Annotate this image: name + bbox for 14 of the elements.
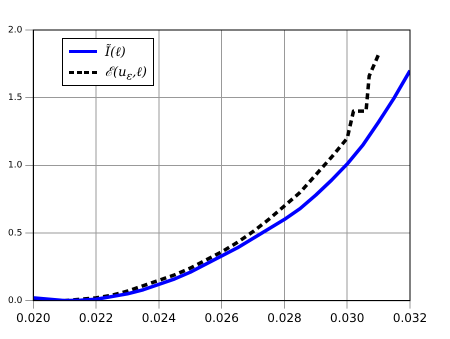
x-tick-label: 0.030 xyxy=(330,310,364,325)
y-tick-label: 0.0 xyxy=(8,296,23,306)
x-tick-label: 0.022 xyxy=(78,310,114,325)
x-tick-label: 0.026 xyxy=(204,310,239,325)
x-tick-label: 0.024 xyxy=(142,310,176,325)
y-tick-label: 0.5 xyxy=(8,228,22,238)
x-tick-label: 0.020 xyxy=(16,310,50,325)
y-tick-label: 1.0 xyxy=(8,160,23,171)
y-tick-label: 2.0 xyxy=(8,25,23,36)
legend-label: Ĩ(ℓ) xyxy=(105,44,126,60)
x-tick-label: 0.032 xyxy=(392,310,428,325)
x-tick-label: 0.028 xyxy=(267,310,302,325)
legend-label: ℰ(u$_{ε}$,ℓ) xyxy=(105,64,147,83)
y-tick-label: 1.5 xyxy=(8,92,22,103)
